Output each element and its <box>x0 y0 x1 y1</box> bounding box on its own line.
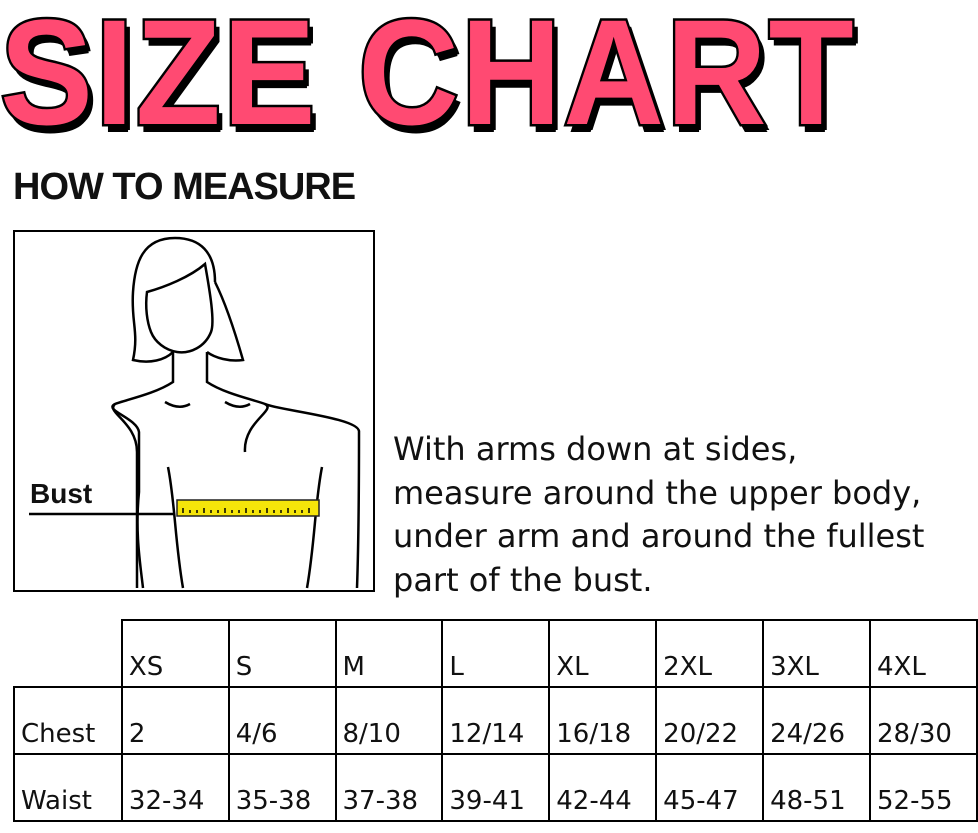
woman-silhouette-icon <box>29 236 361 589</box>
table-cell: 28/30 <box>868 686 978 755</box>
table-row: Waist 32-34 35-38 37-38 39-41 42-44 45-4… <box>13 753 978 822</box>
table-row: Chest 2 4/6 8/10 12/14 16/18 20/22 24/26… <box>13 686 978 755</box>
table-cell: 48-51 <box>762 753 871 822</box>
table-cell: 45-47 <box>655 753 765 822</box>
table-header-row: XS S M L XL 2XL 3XL 4XL <box>14 619 978 688</box>
table-cell: 4/6 <box>227 686 337 755</box>
size-table: XS S M L XL 2XL 3XL 4XL Chest 2 4/6 8/10… <box>13 619 978 822</box>
size-header: 4XL <box>868 619 978 688</box>
empty-corner-cell <box>14 620 123 688</box>
page-title: SIZE CHART <box>0 0 856 159</box>
row-label: Chest <box>13 686 123 755</box>
table-cell: 32-34 <box>120 753 230 822</box>
table-cell: 8/10 <box>334 686 444 755</box>
size-header: XS <box>120 619 230 688</box>
table-cell: 12/14 <box>441 686 551 755</box>
instruction-line: measure around the upper body, <box>393 473 922 512</box>
table-cell: 24/26 <box>762 686 871 755</box>
instruction-line: part of the bust. <box>393 560 653 599</box>
table-cell: 16/18 <box>548 686 658 755</box>
instruction-line: With arms down at sides, <box>393 430 798 468</box>
size-header: M <box>334 619 444 688</box>
table-cell: 37-38 <box>334 753 444 822</box>
table-cell: 2 <box>120 686 230 755</box>
table-cell: 39-41 <box>441 753 551 822</box>
size-header: XL <box>548 619 658 688</box>
table-cell: 20/22 <box>655 686 765 755</box>
row-label: Waist <box>13 753 123 822</box>
size-header: L <box>441 619 551 688</box>
table-cell: 35-38 <box>227 753 337 822</box>
size-header: 2XL <box>655 619 765 688</box>
table-cell: 42-44 <box>548 753 658 822</box>
size-header: S <box>227 619 337 688</box>
size-header: 3XL <box>762 619 871 688</box>
instruction-line: under arm and around the fullest <box>393 517 925 555</box>
table-cell: 52-55 <box>868 753 978 822</box>
measure-figure <box>13 230 375 592</box>
bust-label: Bust <box>30 478 93 509</box>
how-to-measure-heading: HOW TO MEASURE <box>13 166 356 208</box>
measure-instructions: With arms down at sides, measure around … <box>393 428 924 602</box>
